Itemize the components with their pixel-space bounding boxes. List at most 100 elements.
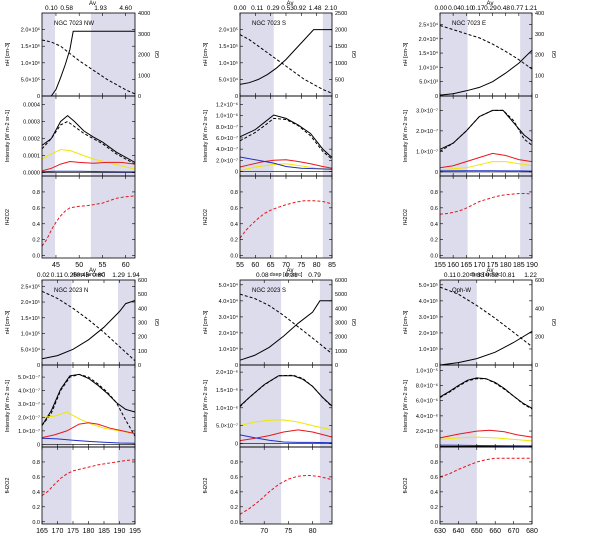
x-tick-label: 680 (526, 528, 538, 535)
y-tick-label: 2.0×10⁻⁶ (416, 428, 438, 435)
y-tick-label: 2.0×10⁶ (21, 27, 40, 34)
y-tick-label: 1.5×10⁵ (21, 315, 40, 322)
y-tick-label: 0.2 (32, 505, 40, 511)
right-tick-label: 500 (138, 292, 147, 298)
right-tick-label: 2500 (335, 11, 347, 17)
top-tick-label: 0.00 (434, 5, 447, 12)
right-tick-label: 0 (138, 363, 141, 369)
x-tick-label: 80 (313, 262, 321, 269)
top-tick-label: 0.79 (308, 272, 321, 279)
right-tick-label: 200 (535, 335, 544, 341)
x-tick-label: 180 (500, 262, 512, 269)
y-tick-label: 1.0×10⁻⁷ (416, 148, 438, 155)
y-tick-label: 2.5×10⁵ (21, 283, 40, 290)
density-axis-label: nH [cm-3] (5, 42, 11, 66)
y-tick-label: 0 (235, 170, 238, 176)
top-tick-label: 0.46 (77, 272, 90, 279)
y-tick-label: 5.0×10⁴ (219, 282, 239, 289)
top-axis-label: Av (487, 268, 494, 274)
g0-axis-label: G0 (552, 319, 558, 326)
x-tick-label: 170 (52, 528, 64, 535)
right-tick-label: 0 (138, 94, 141, 100)
right-tick-label: 4000 (138, 11, 150, 17)
y-tick-label: 0.0 (430, 254, 438, 260)
top-tick-label: 1.29 (112, 272, 125, 279)
y-tick-label: 0.2 (430, 505, 438, 511)
y-tick-label: 0 (235, 363, 238, 369)
y-tick-label: 8.0×10⁻⁶ (416, 383, 438, 390)
y-tick-label: 6.0×10⁻⁶ (416, 398, 438, 405)
y-tick-label: 0.0 (430, 520, 438, 526)
chart-5: NGC 2023 S 70 75 80 dsep [arcsec]0.08 0.31 0.7… (203, 268, 358, 535)
y-tick-label: 0.6 (230, 475, 238, 481)
right-tick-label: 2000 (335, 335, 347, 341)
y-tick-label: 1.0×10⁴ (419, 64, 439, 71)
y-tick-label: 2.0×10⁻⁷ (416, 128, 438, 135)
chart-1: NGC 7023 NW 45 50 55 60 dsep [arcsec] 0.10 0.58… (5, 1, 161, 278)
y-tick-label: 4.0×10⁻⁶ (416, 413, 438, 420)
y-tick-label: 0 (435, 444, 438, 450)
right-tick-label: 6000 (335, 278, 347, 284)
shade-band (323, 13, 332, 258)
top-tick-label: 0.04 (448, 5, 461, 12)
top-tick-label: 4.60 (119, 5, 132, 12)
y-tick-label: 0.2 (32, 238, 40, 244)
x-tick-label: 160 (447, 262, 459, 269)
right-tick-label: 2000 (335, 28, 347, 34)
y-tick-label: 6.0×10⁻⁷ (216, 135, 238, 142)
top-tick-label: 0.48 (497, 5, 510, 12)
chart-3: NGC 7023 E155 160 165 170 175 180 185 190dsep [… (403, 1, 558, 278)
right-tick-label: 5000 (335, 292, 347, 298)
right-tick-label: 500 (335, 77, 344, 83)
right-tick-label: 100 (138, 349, 147, 355)
top-tick-label: 0.77 (511, 5, 524, 12)
x-tick-label: 630 (434, 528, 446, 535)
y-tick-label: 5.0×10⁻⁷ (18, 374, 40, 381)
y-tick-label: 4.0×10⁴ (219, 298, 239, 305)
y-tick-label: 0.6 (430, 206, 438, 212)
panel-title: NGC 2023 N (54, 288, 88, 294)
top-tick-label: 0.92 (293, 5, 306, 12)
right-tick-label: 0 (335, 94, 338, 100)
y-tick-label: 1.5×10⁻⁶ (216, 387, 238, 394)
y-tick-label: 1.5×10⁶ (21, 43, 40, 50)
top-tick-label: 0.11 (444, 272, 457, 279)
chart-6: Oph-W630640650660670680dsep [arcsec]0.11… (403, 268, 558, 535)
y-tick-label: 5.0×10³ (419, 80, 438, 86)
panel-title: Oph-W (452, 288, 471, 294)
top-tick-label: 0.08 (256, 272, 269, 279)
y-tick-label: 0.0003 (23, 120, 40, 126)
right-tick-label: 600 (138, 278, 147, 284)
y-tick-label: 0 (37, 94, 40, 100)
y-tick-label: 0.4 (430, 222, 438, 228)
intensity-axis-label: Intensity [W m-2 sr-1] (5, 379, 11, 432)
intensity-axis-label: Intensity [W m-2 sr-1] (403, 109, 409, 162)
y-tick-label: 1.0×10⁴ (219, 346, 239, 353)
x-tick-label: 185 (513, 262, 525, 269)
y-tick-label: 1.0×10⁻⁶ (216, 113, 238, 120)
y-tick-label: 1.2×10⁻⁶ (216, 101, 238, 108)
y-tick-label: 0 (37, 442, 40, 448)
x-tick-label: 190 (526, 262, 538, 269)
x-tick-label: 60 (251, 262, 259, 269)
y-tick-label: 5.0×10⁵ (419, 282, 438, 289)
x-tick-label: 165 (460, 262, 472, 269)
y-tick-label: 0.0 (32, 254, 40, 260)
right-tick-label: 1000 (335, 349, 347, 355)
intensity-axis-label: Intensity [W m-2 sr-1] (5, 109, 11, 162)
ratio-axis-label: fH2O2 (203, 478, 209, 494)
y-tick-label: 0.0 (230, 254, 238, 260)
y-tick-label: 8.0×10⁻⁷ (216, 124, 238, 131)
y-tick-label: 1.0×10⁵ (419, 346, 438, 353)
ratio-axis-label: fH2O2 (5, 209, 11, 225)
y-tick-label: 0.2 (230, 238, 238, 244)
x-tick-label: 50 (75, 262, 83, 269)
ratio-axis-label: fH2O2 (5, 478, 11, 494)
top-tick-label: 0.25 (64, 272, 77, 279)
density-axis-label: nH [cm-3] (403, 42, 409, 66)
shade-band (118, 280, 135, 524)
x-tick-label: 190 (114, 528, 126, 535)
y-tick-label: 0.4 (230, 490, 238, 496)
x-tick-label: 155 (434, 262, 446, 269)
